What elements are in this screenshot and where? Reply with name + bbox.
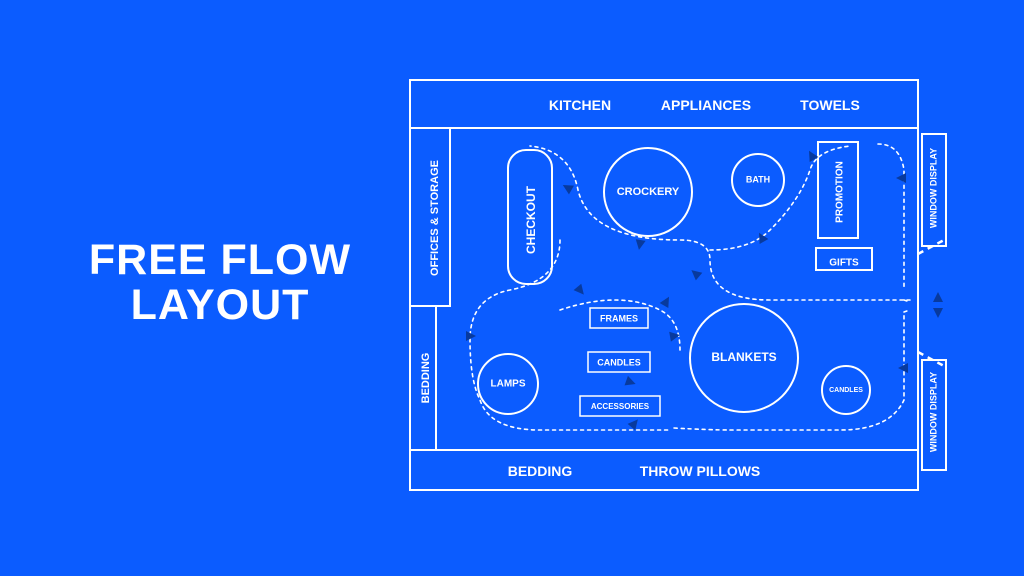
flow-path-6 — [904, 310, 910, 312]
vertical-label-3: WINDOW DISPLAY — [928, 372, 938, 452]
flow-path-4 — [878, 144, 904, 290]
bottom-label-0: BEDDING — [508, 463, 573, 479]
floor-plan-svg: CHECKOUT PROMOTION GIFTS CROCKERY BATH BLANKE… — [410, 80, 970, 490]
flow-arrow-8 — [688, 266, 702, 280]
lamps-label: LAMPS — [491, 379, 526, 390]
title-line-1: FREE FLOW — [70, 238, 370, 283]
checkout-label: CHECKOUT — [524, 185, 538, 254]
floor-plan: CHECKOUT PROMOTION GIFTS CROCKERY BATH BLANKE… — [410, 80, 970, 490]
top-label-0: KITCHEN — [549, 97, 611, 113]
flow-arrow-1 — [634, 239, 646, 251]
flow-arrow-12 — [898, 363, 908, 373]
flow-arrow-13 — [933, 292, 943, 302]
flow-arrow-2 — [560, 181, 574, 195]
flow-arrow-7 — [628, 416, 642, 430]
vertical-label-1: BEDDING — [420, 353, 432, 404]
flow-arrow-9 — [755, 230, 769, 244]
title-line-2: LAYOUT — [70, 283, 370, 328]
flow-path-0 — [530, 146, 910, 300]
bottom-label-1: THROW PILLOWS — [640, 463, 761, 479]
bath-label: BATH — [746, 174, 770, 184]
flow-arrow-4 — [660, 294, 674, 308]
flow-arrow-3 — [574, 284, 588, 298]
vertical-label-0: OFFICES & STORAGE — [429, 160, 441, 276]
promotion-label: PROMOTION — [835, 161, 846, 223]
top-label-2: TOWELS — [800, 97, 860, 113]
flow-arrow-14 — [933, 308, 943, 318]
crockery-label: CROCKERY — [617, 186, 680, 198]
flow-path-3 — [710, 146, 850, 250]
frames-label: FRAMES — [600, 313, 638, 323]
flow-path-7 — [674, 314, 904, 430]
main-title: FREE FLOW LAYOUT — [70, 238, 370, 328]
vertical-label-2: WINDOW DISPLAY — [928, 148, 938, 228]
blankets-label: BLANKETS — [711, 350, 776, 364]
candles2-label: CANDLES — [829, 387, 863, 394]
accessories-label: ACCESSORIES — [591, 402, 650, 411]
flow-arrow-6 — [625, 376, 638, 389]
top-label-1: APPLIANCES — [661, 97, 751, 113]
candles-label: CANDLES — [597, 357, 641, 367]
flow-arrow-11 — [896, 173, 906, 183]
gifts-label: GIFTS — [829, 258, 859, 269]
